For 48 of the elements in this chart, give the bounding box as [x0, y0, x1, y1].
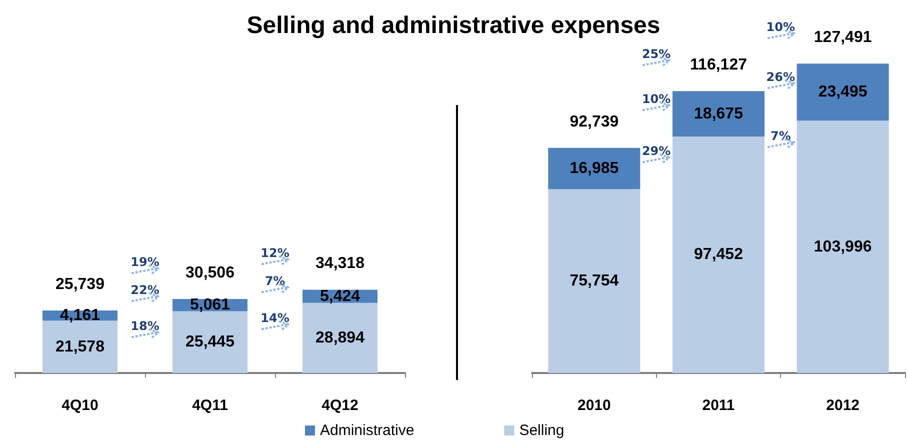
- text: 10%: [766, 20, 796, 34]
- annotation: 7%: [769, 128, 792, 143]
- data-label: 28,894: [316, 329, 365, 346]
- bar: [42, 320, 118, 373]
- bar: [796, 120, 889, 373]
- data-label: 5,061: [190, 296, 230, 314]
- text: 19%: [130, 254, 160, 269]
- data-label: 21,578: [56, 338, 105, 356]
- total-label: 25,739: [56, 276, 105, 294]
- bar: [796, 64, 889, 121]
- x-tick-label: 2010: [577, 397, 611, 414]
- data-label: 5,424: [320, 288, 360, 305]
- data-label: 25,445: [186, 334, 235, 351]
- x-tick-label: 2011: [702, 397, 735, 414]
- legend-label: Selling: [519, 422, 564, 439]
- x-tick-label: 4Q11: [192, 397, 228, 414]
- text: 25%: [641, 47, 672, 62]
- bar: [672, 136, 764, 373]
- annotation: 10%: [641, 92, 672, 106]
- data-label: 16,985: [570, 160, 619, 178]
- legend-label: Administrative: [320, 422, 414, 439]
- text: 7%: [264, 274, 286, 288]
- annotation: 29%: [641, 144, 672, 158]
- total-label: 116,127: [690, 56, 748, 74]
- total-label: 34,318: [316, 255, 365, 272]
- data-label: 18,675: [694, 105, 744, 122]
- annotation: 14%: [260, 310, 290, 325]
- bar: [672, 91, 764, 136]
- bar: [302, 302, 378, 373]
- annotation: 22%: [130, 283, 160, 298]
- text: 12%: [260, 246, 290, 260]
- total-label: 127,491: [814, 29, 872, 46]
- data-label: 4,161: [60, 307, 100, 324]
- data-label: 97,452: [694, 246, 744, 264]
- total-label: 92,739: [570, 113, 619, 130]
- x-tick-label: 2012: [826, 397, 860, 414]
- x-tick-label: 4Q12: [322, 397, 358, 414]
- total-label: 30,506: [186, 264, 235, 282]
- bar: [548, 189, 640, 373]
- bar: [172, 311, 248, 373]
- data-label: 23,495: [818, 84, 868, 101]
- bar: [548, 148, 640, 190]
- annotation: 18%: [130, 319, 160, 334]
- data-label: 75,754: [570, 272, 619, 290]
- data-label: 103,996: [814, 238, 872, 256]
- annotation: 26%: [766, 70, 796, 84]
- x-tick-label: 4Q10: [62, 397, 98, 414]
- text: Selling and administrative expenses: [246, 12, 660, 39]
